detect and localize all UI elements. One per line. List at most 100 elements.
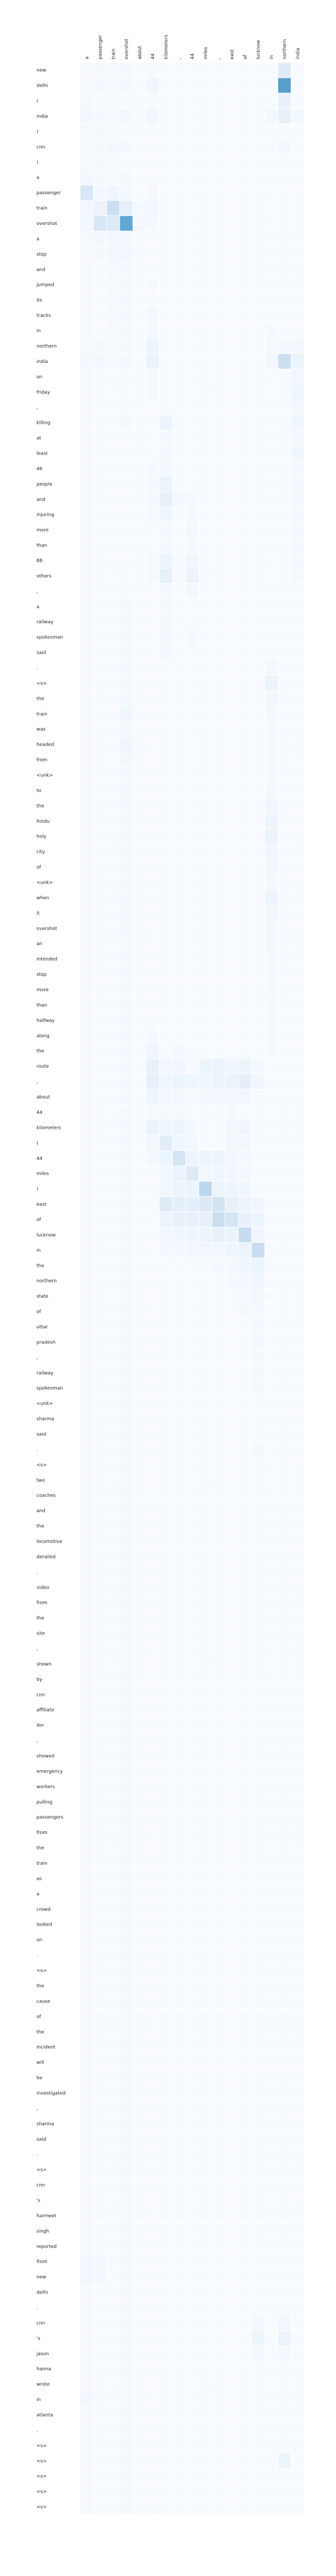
heatmap-cell (106, 1426, 120, 1442)
heatmap-cell (172, 966, 186, 983)
y-tick-label: incident (36, 2045, 56, 2050)
heatmap-cell (93, 598, 107, 614)
heatmap-cell (278, 828, 292, 845)
heatmap-cell (185, 1012, 200, 1028)
heatmap-cell (211, 2192, 226, 2208)
heatmap-cell (172, 1120, 186, 1136)
heatmap-cell (80, 2192, 94, 2208)
heatmap-cell (238, 277, 252, 293)
heatmap-cell (225, 1702, 239, 1718)
y-tick-label: , (36, 589, 38, 594)
heatmap-cell (106, 598, 120, 614)
heatmap-cell (251, 1441, 265, 1457)
heatmap-cell (93, 706, 107, 722)
heatmap-cell (251, 598, 265, 614)
y-tick-label: ( (36, 1141, 39, 1146)
heatmap-cell (264, 2223, 279, 2239)
y-tick-label: railway (36, 620, 54, 625)
heatmap-cell (106, 338, 120, 354)
heatmap-cell (185, 1717, 200, 1733)
heatmap-cell (119, 1180, 133, 1197)
heatmap-cell (238, 261, 252, 278)
heatmap-cell (185, 2284, 200, 2301)
heatmap-cell (278, 108, 292, 124)
y-tick-label: east (36, 1202, 47, 1208)
heatmap-cell (146, 997, 160, 1013)
heatmap-cell (172, 1349, 186, 1366)
heatmap-cell (172, 920, 186, 937)
heatmap-cell (132, 1855, 146, 1871)
heatmap-cell (93, 2146, 107, 2163)
heatmap-cell (119, 154, 133, 170)
heatmap-cell (198, 1258, 213, 1274)
heatmap-cell (146, 77, 160, 94)
heatmap-cell (93, 2376, 107, 2392)
heatmap-cell (119, 322, 133, 339)
heatmap-cell (251, 1211, 265, 1228)
heatmap-cell (146, 2468, 160, 2484)
heatmap-cell (264, 751, 279, 768)
heatmap-cell (278, 77, 292, 94)
heatmap-cell (198, 2177, 213, 2193)
heatmap-cell (119, 1365, 133, 1381)
y-tick-label: investigated (36, 2091, 66, 2096)
y-tick-label: <unk> (36, 1401, 53, 1406)
heatmap-cell (93, 1150, 107, 1166)
heatmap-cell (278, 2207, 292, 2224)
heatmap-cell (132, 2192, 146, 2208)
y-tick-label: <s> (36, 2443, 47, 2448)
heatmap-cell (291, 1227, 305, 1243)
heatmap-cell (146, 1702, 160, 1718)
heatmap-cell (198, 966, 213, 983)
heatmap-cell (80, 1947, 94, 1963)
y-tick-label: delhi (36, 83, 48, 89)
heatmap-cell (106, 1089, 120, 1105)
heatmap-cell (225, 1472, 239, 1488)
heatmap-cell (198, 1564, 213, 1580)
heatmap-cell (119, 476, 133, 492)
heatmap-cell (106, 2100, 120, 2117)
heatmap-cell (119, 1349, 133, 1366)
heatmap-cell (172, 644, 186, 661)
heatmap-cell (291, 1809, 305, 1825)
heatmap-cell (132, 1242, 146, 1259)
heatmap-cell (159, 1579, 173, 1595)
heatmap-cell (291, 1073, 305, 1090)
heatmap-cell (185, 1978, 200, 1994)
heatmap-cell (106, 1870, 120, 1887)
heatmap-cell (106, 169, 120, 185)
heatmap-cell (198, 1349, 213, 1366)
heatmap-cell (106, 1687, 120, 1703)
heatmap-cell (238, 736, 252, 752)
heatmap-cell (251, 1748, 265, 1764)
y-tick-label: least (36, 451, 48, 456)
heatmap-cell (172, 108, 186, 124)
heatmap-cell (132, 338, 146, 354)
heatmap-cell (159, 1365, 173, 1381)
heatmap-cell (225, 706, 239, 722)
heatmap-cell (198, 2391, 213, 2408)
heatmap-cell (172, 369, 186, 385)
heatmap-cell (80, 982, 94, 998)
heatmap-cell (93, 1687, 107, 1703)
heatmap-cell (278, 613, 292, 630)
heatmap-cell (238, 2361, 252, 2377)
heatmap-cell (198, 1901, 213, 1917)
heatmap-cell (185, 2085, 200, 2101)
heatmap-cell (278, 1732, 292, 1749)
heatmap-cell (146, 1349, 160, 1366)
heatmap-cell (238, 77, 252, 94)
heatmap-cell (251, 2498, 265, 2515)
heatmap-cell (132, 782, 146, 799)
heatmap-cell (238, 1687, 252, 1703)
heatmap-cell (159, 2345, 173, 2361)
heatmap-cell (80, 1778, 94, 1795)
heatmap-cell (159, 2054, 173, 2070)
heatmap-cell (159, 1288, 173, 1304)
heatmap-cell (211, 1993, 226, 2009)
heatmap-cell (264, 399, 279, 416)
heatmap-cell (172, 798, 186, 814)
heatmap-cell (119, 920, 133, 937)
y-tick-label: its (36, 298, 42, 303)
heatmap-cell (159, 1104, 173, 1121)
